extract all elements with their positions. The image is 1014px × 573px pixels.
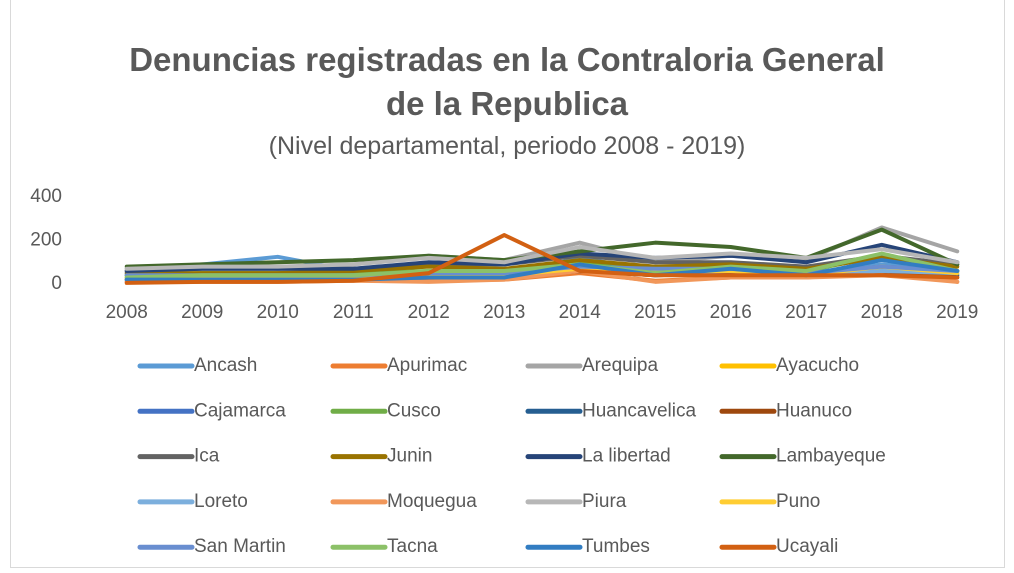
x-tick-label: 2015 — [634, 302, 676, 323]
y-tick-label: 0 — [51, 273, 62, 294]
legend-label: Apurimac — [387, 355, 467, 376]
legend-label: Loreto — [194, 491, 248, 512]
y-tick-label: 200 — [30, 230, 62, 251]
legend-label: Huanuco — [776, 400, 852, 421]
chart-title: Denuncias registradas en la Contraloria … — [129, 41, 885, 122]
legend-label: Puno — [776, 491, 820, 512]
chart-frame — [10, 0, 1005, 568]
chart-subtitle: (Nivel departamental, periodo 2008 - 201… — [268, 132, 746, 160]
y-tick-label: 400 — [30, 186, 62, 207]
legend-label: Junin — [387, 446, 432, 467]
legend-label: Tumbes — [582, 536, 650, 557]
x-tick-label: 2010 — [257, 302, 299, 323]
x-tick-label: 2013 — [483, 302, 525, 323]
x-tick-label: 2019 — [936, 302, 978, 323]
legend-label: Cusco — [387, 400, 441, 421]
legend-label: La libertad — [582, 446, 671, 467]
legend-label: San Martin — [194, 536, 286, 557]
legend-label: Huancavelica — [582, 400, 696, 421]
series-line — [124, 251, 960, 280]
x-tick-label: 2012 — [408, 302, 450, 323]
x-tick-label: 2018 — [861, 302, 903, 323]
x-tick-label: 2016 — [710, 302, 752, 323]
x-tick-label: 2011 — [333, 302, 374, 323]
x-tick-label: 2017 — [785, 302, 827, 323]
legend-label: Cajamarca — [194, 400, 286, 421]
legend-label: Tacna — [387, 536, 438, 557]
legend-label: Ancash — [194, 355, 257, 376]
series-line — [124, 242, 960, 273]
legend-label: Ucayali — [776, 536, 838, 557]
x-tick-label: 2014 — [559, 302, 602, 323]
series-line — [124, 233, 960, 285]
legend-label: Ica — [194, 446, 220, 467]
legend-label: Lambayeque — [776, 446, 886, 467]
x-tick-label: 2008 — [106, 302, 148, 323]
series-line — [124, 258, 960, 282]
legend-label: Arequipa — [582, 355, 658, 376]
legend-label: Piura — [582, 491, 627, 512]
x-tick-label: 2009 — [181, 302, 223, 323]
legend-label: Ayacucho — [776, 355, 859, 376]
legend-label: Moquegua — [387, 491, 477, 512]
